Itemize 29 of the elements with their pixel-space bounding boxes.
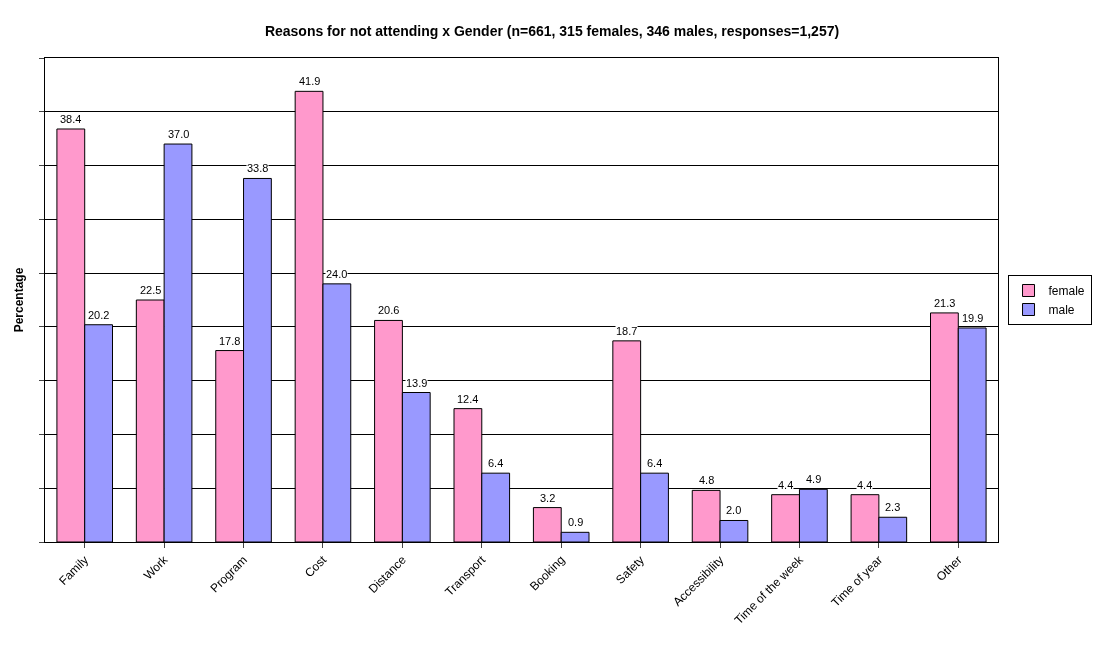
- data-label: 20.2: [88, 309, 110, 321]
- chart-title: Reasons for not attending x Gender (n=661, 315 females, 346 males, responses=1,257): [264, 22, 840, 39]
- data-label: 21.3: [934, 297, 956, 309]
- data-label: 0.9: [568, 516, 584, 528]
- data-label: 6.4: [488, 457, 504, 469]
- data-label: 12.4: [457, 393, 479, 405]
- x-tick-label: Cost: [301, 552, 330, 581]
- legend-label: male: [1048, 303, 1075, 318]
- data-label: 4.4: [857, 479, 873, 491]
- legend-label: female: [1048, 284, 1085, 299]
- data-label: 3.2: [540, 492, 556, 504]
- data-label: 4.4: [778, 479, 794, 491]
- data-label: 4.8: [699, 474, 715, 486]
- data-label: 37.0: [168, 128, 190, 140]
- data-label: 41.9: [299, 75, 321, 87]
- data-label: 38.4: [60, 113, 82, 125]
- data-label: 13.9: [406, 377, 428, 389]
- data-label: 22.5: [140, 284, 162, 296]
- data-label: 20.6: [378, 304, 400, 316]
- data-label: 2.3: [885, 501, 901, 513]
- data-label: 18.7: [616, 325, 638, 337]
- data-label: 4.9: [806, 473, 822, 485]
- y-axis-title: Percentage: [11, 267, 26, 333]
- data-label: 33.8: [247, 162, 269, 174]
- data-label: 24.0: [326, 268, 348, 280]
- data-label: 6.4: [647, 457, 663, 469]
- data-label: 19.9: [962, 312, 984, 324]
- data-label: 17.8: [219, 335, 241, 347]
- data-label: 2.0: [726, 504, 742, 516]
